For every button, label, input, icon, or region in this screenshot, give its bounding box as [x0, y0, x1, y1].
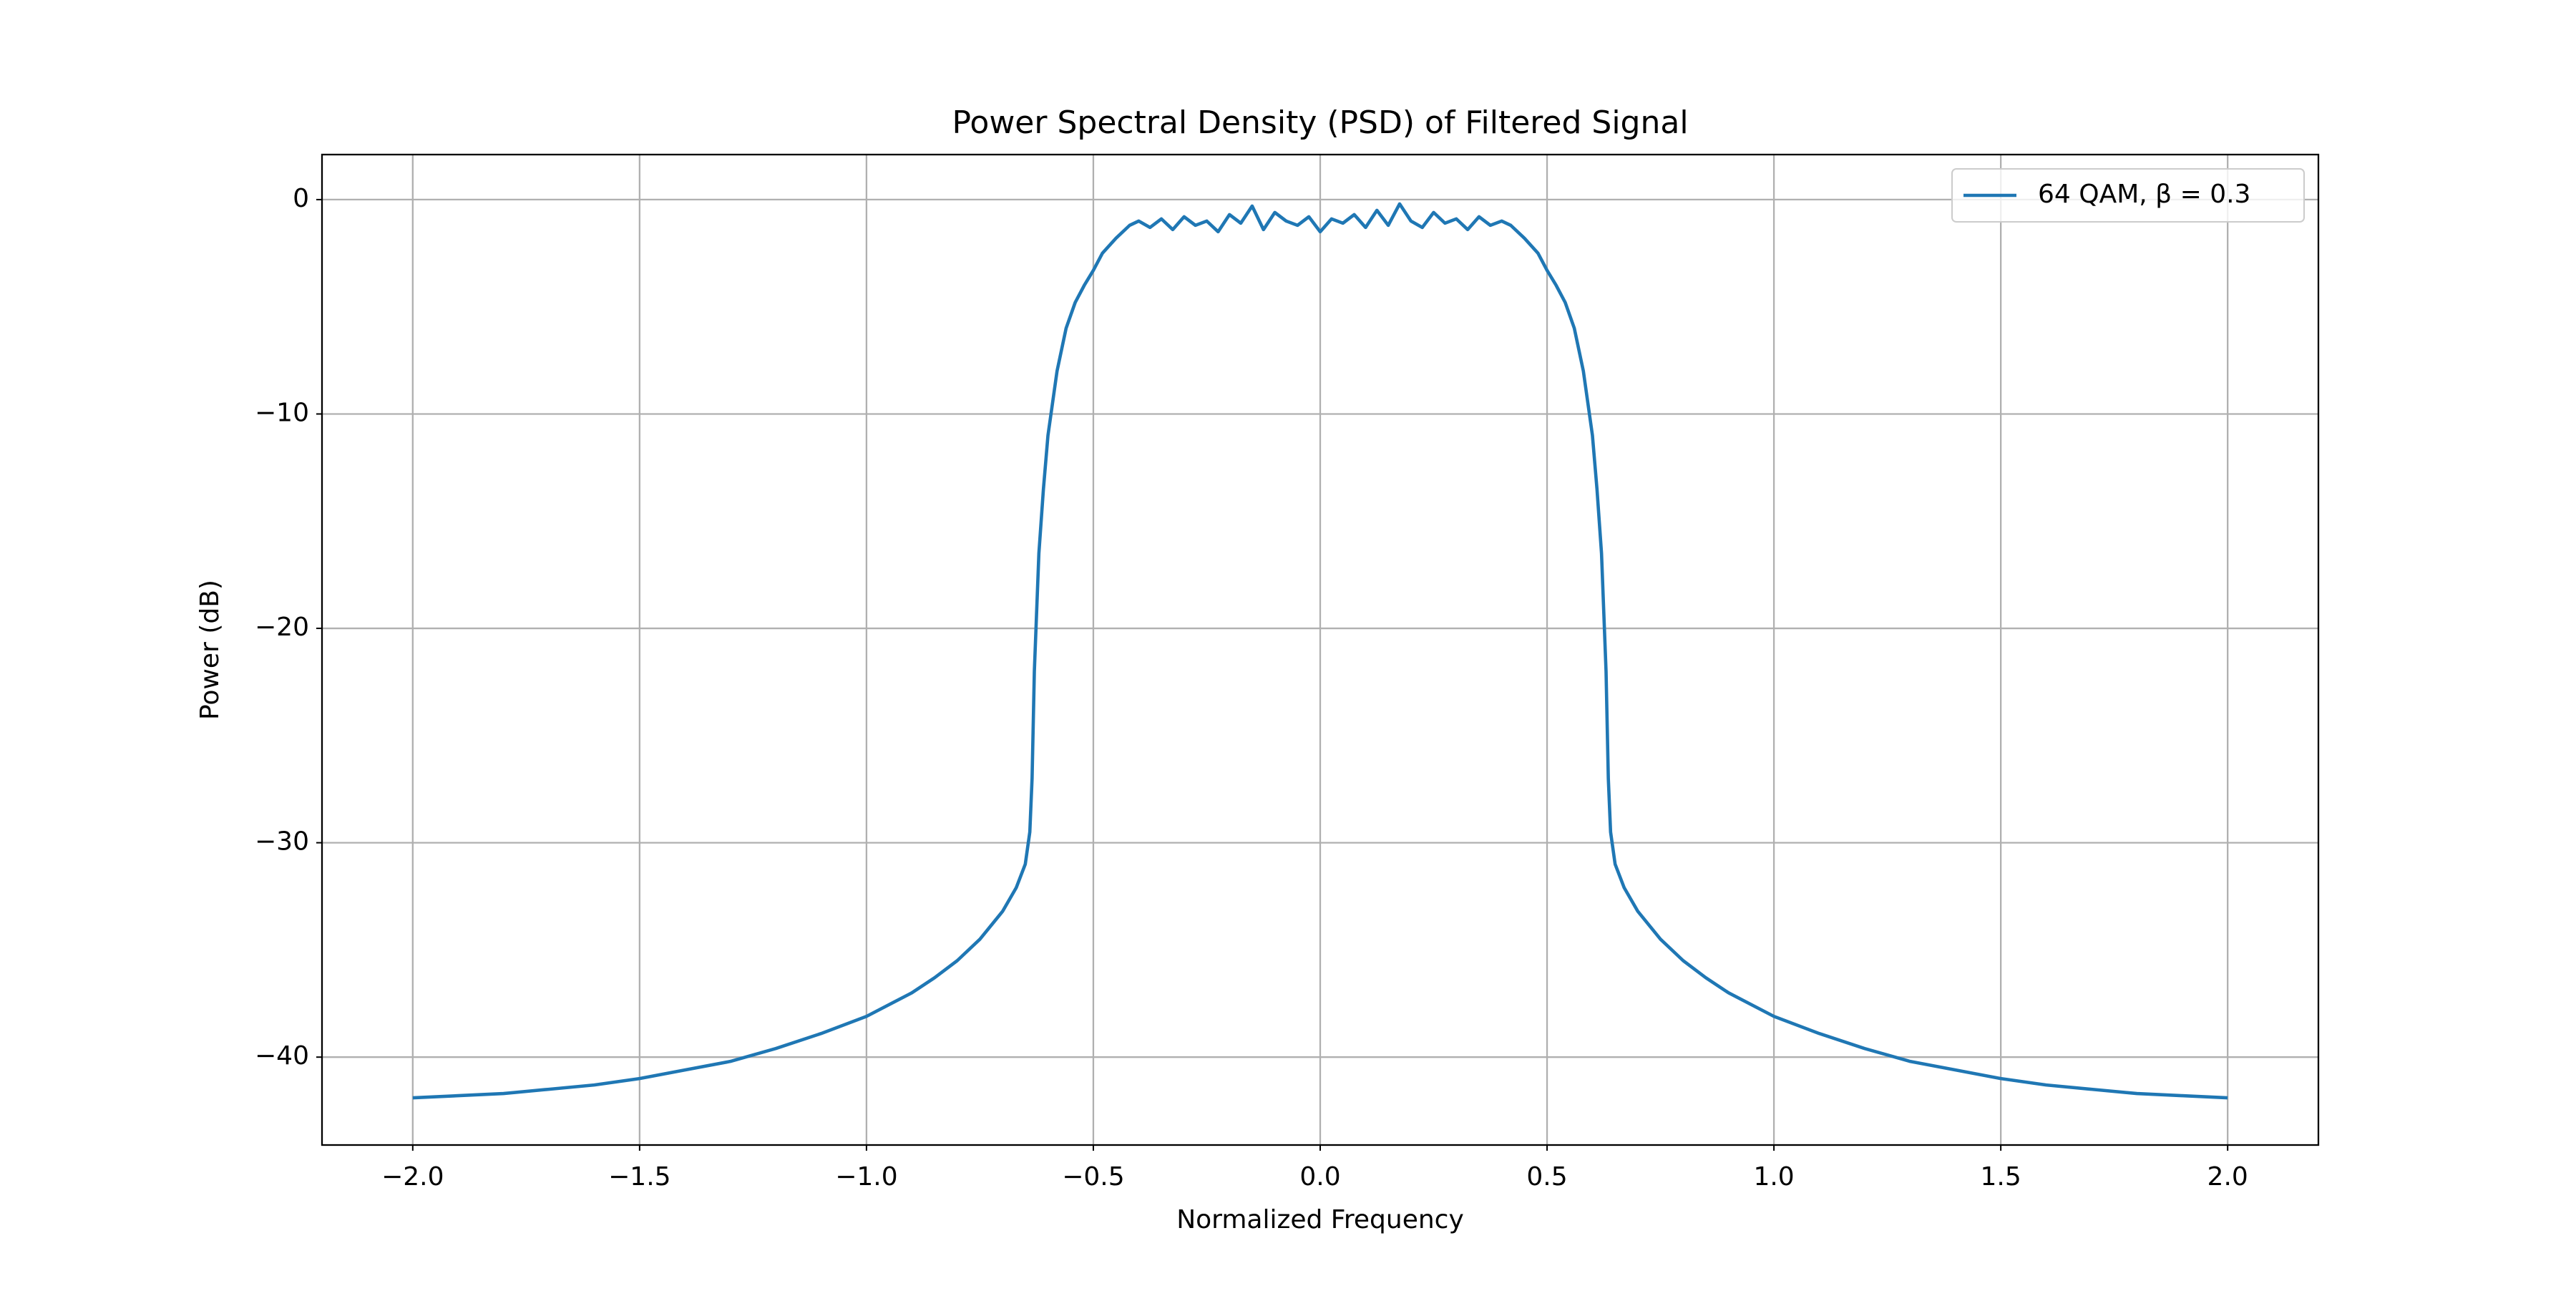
chart-title: Power Spectral Density (PSD) of Filtered… — [952, 104, 1688, 141]
y-axis-label: Power (dB) — [195, 580, 225, 720]
y-tick-label: 0 — [293, 184, 309, 213]
legend-box — [1951, 168, 2305, 223]
x-tick-label: −1.5 — [608, 1162, 670, 1192]
x-tick-label: 1.0 — [1753, 1162, 1794, 1192]
y-tick-label: −30 — [255, 827, 309, 857]
x-tick-label: 0.5 — [1526, 1162, 1567, 1192]
y-tick-label: −40 — [255, 1041, 309, 1071]
plot-frame — [321, 153, 2320, 1146]
y-tick-label: −20 — [255, 613, 309, 642]
x-tick-label: −1.0 — [835, 1162, 897, 1192]
legend-label: 64 QAM, β = 0.3 — [2038, 180, 2250, 209]
x-axis-label: Normalized Frequency — [1176, 1205, 1464, 1234]
x-tick-label: 2.0 — [2207, 1162, 2248, 1192]
legend: 64 QAM, β = 0.3 — [1951, 168, 2305, 223]
y-tick-label: −10 — [255, 398, 309, 427]
x-tick-label: 1.5 — [1981, 1162, 2021, 1192]
x-tick-label: −0.5 — [1062, 1162, 1124, 1192]
x-tick-label: 0.0 — [1299, 1162, 1340, 1192]
series-line — [412, 202, 2228, 1100]
x-tick-label: −2.0 — [381, 1162, 444, 1192]
